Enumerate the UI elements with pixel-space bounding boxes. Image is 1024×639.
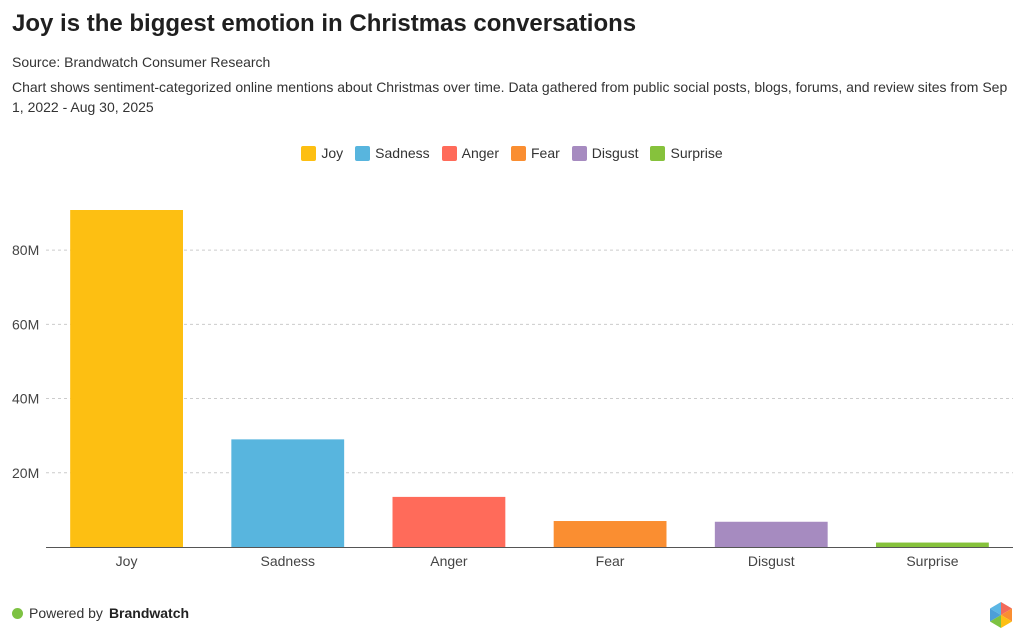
legend-item-joy[interactable]: Joy xyxy=(301,145,343,161)
bar-fear xyxy=(553,521,667,547)
legend-item-disgust[interactable]: Disgust xyxy=(571,145,639,161)
legend-swatch xyxy=(301,145,317,161)
legend-swatch xyxy=(571,145,587,161)
chart-legend: Joy Sadness Anger Fear Disgust Surprise xyxy=(0,145,1024,161)
brand-dot-icon xyxy=(12,607,23,619)
bar-disgust xyxy=(714,521,828,547)
legend-label: Anger xyxy=(461,145,499,161)
powered-by-label: Powered by xyxy=(29,605,103,621)
chart-source: Source: Brandwatch Consumer Research xyxy=(12,54,271,70)
footer: Powered by Brandwatch xyxy=(12,605,189,621)
bar-anger xyxy=(392,496,506,547)
x-tick-label: Joy xyxy=(116,553,138,569)
legend-item-fear[interactable]: Fear xyxy=(511,145,560,161)
y-tick-label: 40M xyxy=(12,391,39,407)
brand-name[interactable]: Brandwatch xyxy=(108,605,190,621)
bar-sadness xyxy=(231,439,345,547)
chart-title: Joy is the biggest emotion in Christmas … xyxy=(12,10,637,37)
legend-swatch xyxy=(355,145,371,161)
bar-surprise xyxy=(876,542,989,547)
x-tick-label: Anger xyxy=(430,553,468,569)
brandwatch-logo-icon xyxy=(990,602,1012,628)
chart-description: Chart shows sentiment-categorized online… xyxy=(12,79,1008,115)
legend-swatch xyxy=(511,145,526,161)
legend-label: Disgust xyxy=(591,145,639,161)
x-tick-label: Disgust xyxy=(748,553,795,569)
bar-joy xyxy=(70,210,183,547)
legend-label: Fear xyxy=(531,145,560,161)
legend-swatch xyxy=(441,145,457,161)
y-tick-label: 20M xyxy=(12,465,39,481)
legend-swatch xyxy=(650,145,666,161)
legend-label: Sadness xyxy=(375,145,430,161)
y-tick-label: 80M xyxy=(12,242,39,258)
legend-item-surprise[interactable]: Surprise xyxy=(650,145,723,161)
legend-label: Joy xyxy=(321,145,344,161)
x-tick-label: Fear xyxy=(596,553,625,569)
x-tick-label: Sadness xyxy=(261,553,315,569)
legend-item-anger[interactable]: Anger xyxy=(441,145,499,161)
legend-label: Surprise xyxy=(670,145,723,161)
x-tick-label: Surprise xyxy=(906,553,958,569)
y-tick-label: 60M xyxy=(12,316,39,332)
legend-item-sadness[interactable]: Sadness xyxy=(355,145,430,161)
